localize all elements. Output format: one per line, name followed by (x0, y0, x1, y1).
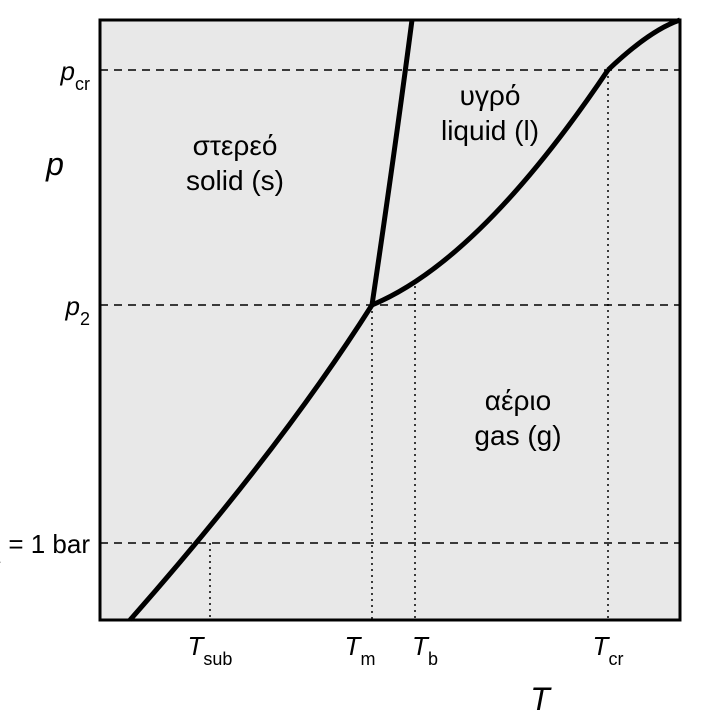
plot-background (100, 20, 680, 620)
region-solid-en: solid (s) (186, 165, 284, 196)
region-liquid-gr: υγρό (460, 80, 521, 111)
phase-diagram-container: στερεό solid (s) υγρό liquid (l) αέριο g… (0, 0, 714, 725)
region-gas-gr: αέριο (485, 385, 551, 416)
phase-diagram-svg: στερεό solid (s) υγρό liquid (l) αέριο g… (0, 0, 714, 725)
region-liquid-en: liquid (l) (441, 115, 539, 146)
xtick-tcr: Tcr (593, 631, 624, 669)
ytick-p1: p1 = 1 bar (0, 529, 90, 567)
region-solid-gr: στερεό (193, 130, 278, 161)
xtick-tm: Tm (345, 631, 376, 669)
ytick-pcr: pcr (60, 56, 90, 94)
y-axis-label: p (45, 146, 64, 182)
ytick-p2: p2 (65, 291, 90, 329)
xtick-tsub: Tsub (188, 631, 233, 669)
region-gas-en: gas (g) (474, 420, 561, 451)
x-axis-label: T (530, 681, 552, 717)
xtick-tb: Tb (412, 631, 438, 669)
